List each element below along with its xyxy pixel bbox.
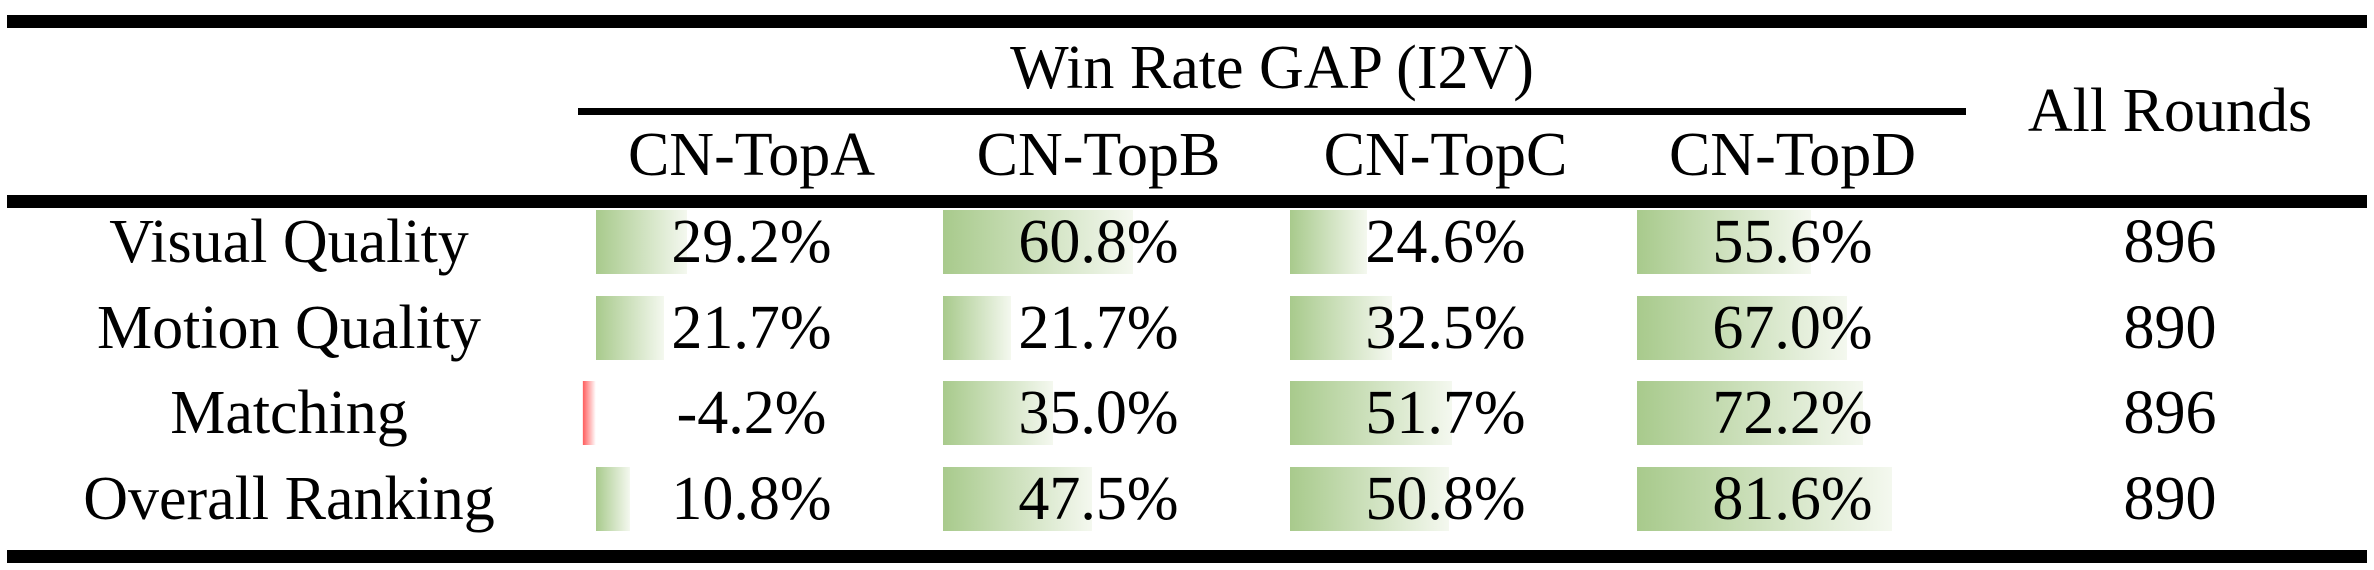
cell-value: -4.2% <box>676 379 827 447</box>
cell-matching-all-rounds: 896 <box>2123 379 2217 447</box>
all-rounds-header-label: All Rounds <box>2027 77 2313 145</box>
cell-matching-cn-topd: 72.2% <box>1619 379 1966 465</box>
win-rate-bar <box>1637 381 1863 445</box>
row-label-visual-quality: Visual Quality <box>109 208 469 276</box>
cell-value: 50.8% <box>1365 464 1526 533</box>
row-label-matching: Matching <box>170 379 408 447</box>
cell-value: 10.8% <box>671 464 832 533</box>
win-rate-bar <box>596 466 630 531</box>
table-bottom-rule <box>7 550 2367 563</box>
win-rate-bar <box>1290 210 1367 274</box>
row-label-overall-ranking: Overall Ranking <box>83 464 495 533</box>
table-top-rule <box>7 15 2367 28</box>
cell-visual-quality-all-rounds: 896 <box>2123 208 2217 276</box>
win-rate-bar <box>596 295 664 360</box>
cell-motion-quality-cn-topb: 21.7% <box>925 294 1272 380</box>
row-label-motion-quality: Motion Quality <box>96 293 482 362</box>
win-rate-bar <box>943 210 1134 274</box>
cell-visual-quality-cn-topd: 55.6% <box>1619 208 1966 294</box>
cell-value: 60.8% <box>1018 208 1179 276</box>
cell-motion-quality-all-rounds: 890 <box>2123 293 2217 362</box>
cell-matching-cn-topa: -4.2% <box>578 379 925 465</box>
table-body: Visual Quality 29.2% 60.8% 24.6% 55.6% 8… <box>0 208 2374 550</box>
win-rate-bar <box>1290 295 1392 360</box>
cell-matching-cn-topb: 35.0% <box>925 379 1272 465</box>
cell-motion-quality-cn-topc: 32.5% <box>1272 294 1619 380</box>
cell-visual-quality-cn-topa: 29.2% <box>578 208 925 294</box>
cell-motion-quality-cn-topd: 67.0% <box>1619 294 1966 380</box>
cell-value: 47.5% <box>1018 464 1179 533</box>
win-rate-bar <box>1637 466 1893 531</box>
table-header: Win Rate GAP (I2V) All Rounds CN-TopA CN… <box>0 28 2374 195</box>
cell-overall-ranking-all-rounds: 890 <box>2123 464 2217 533</box>
cell-motion-quality-cn-topa: 21.7% <box>578 294 925 380</box>
column-header-cn-topc: CN-TopC <box>1323 120 1568 189</box>
cell-value: 81.6% <box>1712 464 1873 533</box>
win-rate-bar <box>1637 210 1812 274</box>
cell-value: 21.7% <box>1018 293 1179 362</box>
cell-value: 32.5% <box>1365 293 1526 362</box>
win-rate-bar <box>1290 466 1449 531</box>
cell-value: 72.2% <box>1712 379 1873 447</box>
cell-overall-ranking-cn-topb: 47.5% <box>925 465 1272 551</box>
win-rate-bar <box>943 295 1011 360</box>
cell-overall-ranking-cn-topa: 10.8% <box>578 465 925 551</box>
cell-value: 67.0% <box>1712 293 1873 362</box>
cell-value: 29.2% <box>671 208 832 276</box>
win-rate-bar-negative <box>582 381 596 445</box>
win-rate-bar <box>943 466 1092 531</box>
win-rate-bar <box>596 210 688 274</box>
cell-overall-ranking-cn-topc: 50.8% <box>1272 465 1619 551</box>
header-spacer-cell <box>0 28 578 195</box>
cell-overall-ranking-cn-topd: 81.6% <box>1619 465 1966 551</box>
column-header-cn-topd: CN-TopD <box>1668 120 1917 189</box>
cell-value: 51.7% <box>1365 379 1526 447</box>
win-rate-bar <box>1290 381 1452 445</box>
cell-value: 35.0% <box>1018 379 1179 447</box>
cell-matching-cn-topc: 51.7% <box>1272 379 1619 465</box>
cell-visual-quality-cn-topb: 60.8% <box>925 208 1272 294</box>
column-header-all-rounds: All Rounds <box>1966 28 2374 195</box>
group-header-label: Win Rate GAP (I2V) <box>1010 33 1534 102</box>
group-header-win-rate-gap: Win Rate GAP (I2V) <box>578 28 1966 115</box>
header-separator-rule <box>7 195 2367 208</box>
cell-value: 21.7% <box>671 293 832 362</box>
column-header-cn-topa: CN-TopA <box>627 120 876 189</box>
column-header-cn-topb: CN-TopB <box>976 120 1221 189</box>
cell-value: 55.6% <box>1712 208 1873 276</box>
cell-visual-quality-cn-topc: 24.6% <box>1272 208 1619 294</box>
win-rate-bar <box>943 381 1053 445</box>
win-rate-bar <box>1637 295 1847 360</box>
cell-value: 24.6% <box>1365 208 1526 276</box>
